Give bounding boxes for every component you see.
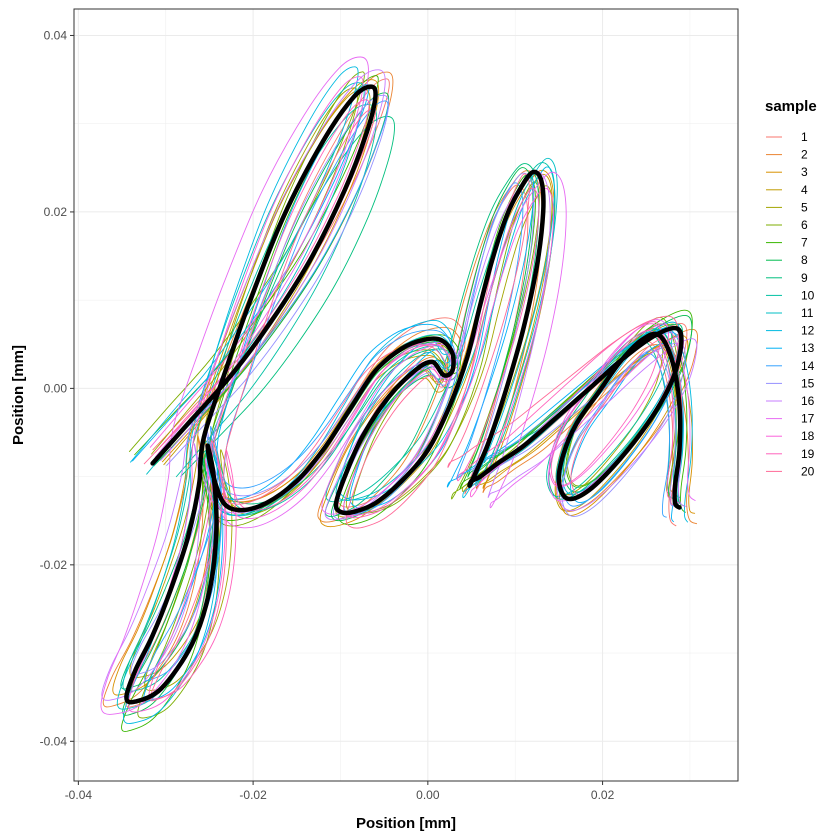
legend-label-8: 8 [801, 253, 808, 267]
legend-label-20: 20 [801, 464, 815, 478]
legend-label-19: 19 [801, 447, 815, 461]
legend-label-1: 1 [801, 130, 808, 144]
legend-label-10: 10 [801, 288, 815, 302]
legend-label-4: 4 [801, 183, 808, 197]
x-tick-label-1: -0.02 [239, 788, 267, 802]
legend-label-18: 18 [801, 429, 815, 443]
mean-trace-line [124, 84, 684, 705]
sample-trace-16 [101, 69, 698, 701]
axis-ticks: -0.04 -0.02 0.00 0.02 -0.04 -0.02 0.00 0.02 0.04 [40, 28, 615, 802]
legend-label-12: 12 [801, 324, 815, 338]
legend-label-3: 3 [801, 165, 808, 179]
sample-trace-3 [112, 79, 696, 696]
x-axis-title: Position [mm] [356, 815, 456, 832]
y-tick-label-2: 0.00 [44, 381, 68, 395]
legend-label-14: 14 [801, 359, 815, 373]
legend-label-15: 15 [801, 376, 815, 390]
legend-label-7: 7 [801, 236, 808, 250]
sample-trace-12 [123, 66, 693, 725]
x-tick-label-2: 0.00 [416, 788, 440, 802]
x-tick-label-0: -0.04 [65, 788, 93, 802]
legend-title: sample [765, 98, 817, 115]
gridlines [74, 9, 738, 781]
y-tick-label-3: 0.02 [44, 205, 68, 219]
y-tick-label-0: -0.04 [40, 734, 68, 748]
legend-label-5: 5 [801, 200, 808, 214]
y-tick-label-1: -0.02 [40, 558, 68, 572]
legend-label-13: 13 [801, 341, 815, 355]
y-tick-label-4: 0.04 [44, 28, 68, 42]
legend-label-2: 2 [801, 148, 808, 162]
legend-label-16: 16 [801, 394, 815, 408]
legend-label-11: 11 [801, 306, 814, 320]
panel-border [73, 8, 739, 782]
y-axis-title: Position [mm] [10, 345, 27, 445]
x-tick-label-3: 0.02 [591, 788, 615, 802]
legend-label-9: 9 [801, 271, 808, 285]
mean-trace [124, 84, 684, 705]
legend-label-6: 6 [801, 218, 808, 232]
legend-label-17: 17 [801, 412, 815, 426]
